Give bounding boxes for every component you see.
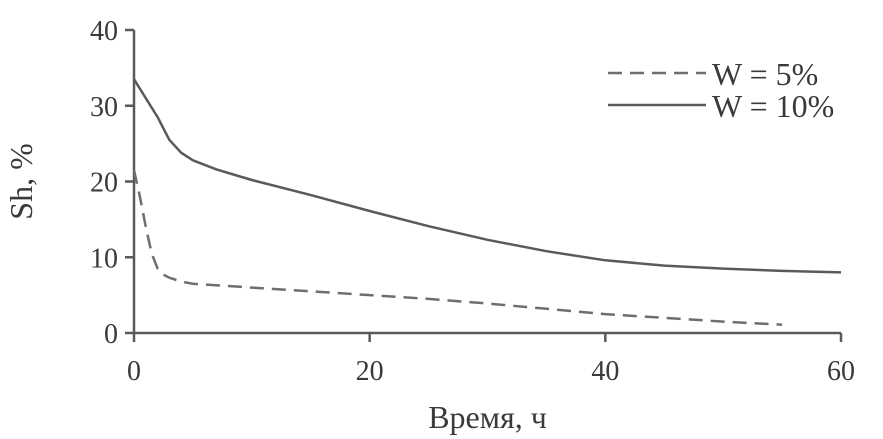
plot-area: 0 10 20 30 40 0 20 40 60: [90, 16, 855, 387]
series-line-2: [132, 78, 842, 274]
x-axis-ticks: 0 20 40 60: [127, 333, 855, 387]
x-tick-label: 60: [827, 356, 855, 387]
y-tick-label: 30: [90, 92, 118, 123]
legend-label-2: W = 10%: [712, 88, 834, 124]
y-tick-label: 10: [90, 243, 118, 274]
y-axis-ticks: 0 10 20 30 40: [90, 16, 134, 350]
series-line-1: [132, 169, 783, 326]
y-tick-label: 0: [104, 319, 118, 350]
y-axis-title: Sh, %: [3, 143, 39, 219]
series-group: [132, 78, 842, 326]
y-tick-label: 20: [90, 168, 118, 199]
legend: W = 5%W = 10%: [608, 56, 834, 124]
y-tick-label: 40: [90, 16, 118, 47]
legend-label-1: W = 5%: [712, 56, 818, 92]
x-tick-label: 0: [127, 356, 141, 387]
x-tick-label: 20: [356, 356, 384, 387]
x-axis-title: Время, ч: [428, 399, 547, 435]
x-tick-label: 40: [591, 356, 619, 387]
